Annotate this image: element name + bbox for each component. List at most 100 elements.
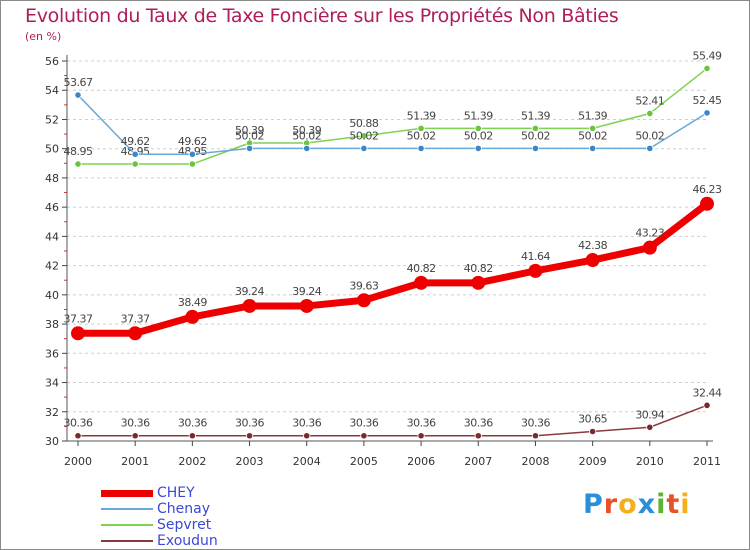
y-tick-label: 44 [45,230,59,243]
data-point-exoudun [417,432,425,440]
data-point-chey [414,275,429,290]
series-line-chey [78,201,710,337]
legend-swatch [101,540,153,542]
data-point-sepvret [360,132,368,140]
data-point-exoudun [74,432,82,440]
data-label-chenay: 50.02 [292,129,321,142]
data-label-chey: 37.37 [64,312,93,325]
series-line-sepvret [78,67,708,165]
data-label-chey: 39.63 [349,279,378,292]
data-label-sepvret: 50.88 [349,117,378,130]
y-tick-label: 48 [45,172,59,185]
data-point-chenay [245,144,254,152]
data-point-chenay [74,91,82,99]
data-point-chey [585,253,600,268]
chart-title: Evolution du Taux de Taxe Foncière sur l… [25,5,619,27]
y-tick-label: 32 [45,406,59,419]
data-label-exoudun: 32.44 [693,386,722,399]
series-chenay: 53.67 49.62 49.62 50.02 50.02 50.02 50.02 50.02… [64,76,722,158]
axes: 30 32 34 36 38 40 42 44 46 48 50 52 54 56 2000 2001 2002… [45,55,721,468]
data-label-exoudun: 30.36 [521,417,550,430]
data-point-chenay [131,150,139,158]
y-tick-label: 42 [45,260,59,273]
data-point-chey [642,240,657,255]
data-point-chey [471,275,486,290]
data-label-exoudun: 30.36 [349,417,378,430]
logo-letter: o [618,489,638,520]
data-point-sepvret [188,160,196,168]
data-point-chenay [589,144,597,152]
data-label-chenay: 50.02 [235,129,264,142]
y-tick-label: 36 [45,347,59,360]
legend-label: Exoudun [157,533,218,549]
data-label-chenay: 52.45 [693,94,722,107]
x-tick-label: 2010 [636,455,664,468]
legend-swatch [101,489,153,497]
data-label-chey: 40.82 [464,262,493,275]
x-tick-label: 2003 [236,455,264,468]
data-point-sepvret [131,160,139,168]
data-label-sepvret: 51.39 [578,109,607,122]
data-point-exoudun [188,432,196,440]
data-label-exoudun: 30.36 [235,417,264,430]
data-label-chenay: 49.62 [121,135,150,148]
data-point-chey [242,298,257,313]
x-tick-label: 2007 [464,455,492,468]
data-label-sepvret: 48.95 [64,145,93,158]
series-chey: 37.37 37.37 38.49 39.24 39.24 39.63 40.82 40.82… [64,183,722,341]
logo-letter: i [656,489,667,520]
data-label-chenay: 50.02 [464,129,493,142]
data-label-chey: 41.64 [521,250,550,263]
data-point-exoudun [360,432,368,440]
data-point-chey [528,263,543,278]
logo-letter: x [637,489,657,520]
data-point-sepvret [417,124,425,132]
data-label-chenay: 50.02 [521,129,550,142]
data-point-chenay [646,144,654,152]
data-label-sepvret: 55.49 [693,49,722,62]
series-sepvret: 48.9548.9548.9550.3950.3950.8851.3951.39… [64,49,722,168]
series-exoudun: 30.36 30.36 30.36 30.36 30.36 30.36 30.36 30.36… [64,386,722,440]
data-point-chenay [360,144,368,152]
data-label-exoudun: 30.36 [121,417,150,430]
series-layer: 48.9548.9548.9550.3950.3950.8851.3951.39… [64,49,722,440]
y-tick-label: 50 [45,143,59,156]
unit-label: (en %) [25,30,62,43]
data-point-exoudun [531,432,540,440]
series-line-chenay [77,94,708,155]
data-label-sepvret: 51.39 [521,109,550,122]
x-tick-label: 2008 [521,455,549,468]
data-point-exoudun [646,423,654,431]
data-label-chey: 37.37 [121,312,150,325]
data-label-exoudun: 30.36 [178,417,207,430]
x-tick-label: 2001 [121,455,149,468]
y-tick-label: 54 [45,84,59,97]
data-point-chenay [474,144,482,152]
x-tick-label: 2009 [579,455,607,468]
data-label-chenay: 53.67 [64,76,93,89]
data-point-chey [700,196,714,211]
data-point-exoudun [303,432,311,440]
data-label-chey: 42.38 [578,239,607,252]
legend-label: CHEY [157,485,195,501]
y-tick-label: 56 [45,55,59,68]
legend-swatch [101,524,153,526]
y-tick-label: 38 [45,318,59,331]
data-label-chenay: 50.02 [349,129,378,142]
logo-letter: r [603,489,619,520]
legend-swatch [101,508,153,510]
data-point-chey [356,293,371,308]
data-label-sepvret: 51.39 [464,109,493,122]
x-tick-label: 2000 [64,455,92,468]
data-point-chey [128,326,143,341]
data-label-exoudun: 30.36 [292,417,321,430]
y-tick-label: 46 [45,201,59,214]
legend-label: Sepvret [157,517,212,533]
x-tick-label: 2011 [693,455,721,468]
x-tick-label: 2006 [407,455,435,468]
data-point-sepvret [74,160,82,168]
data-label-chey: 39.24 [292,285,321,298]
data-point-exoudun [474,432,482,440]
